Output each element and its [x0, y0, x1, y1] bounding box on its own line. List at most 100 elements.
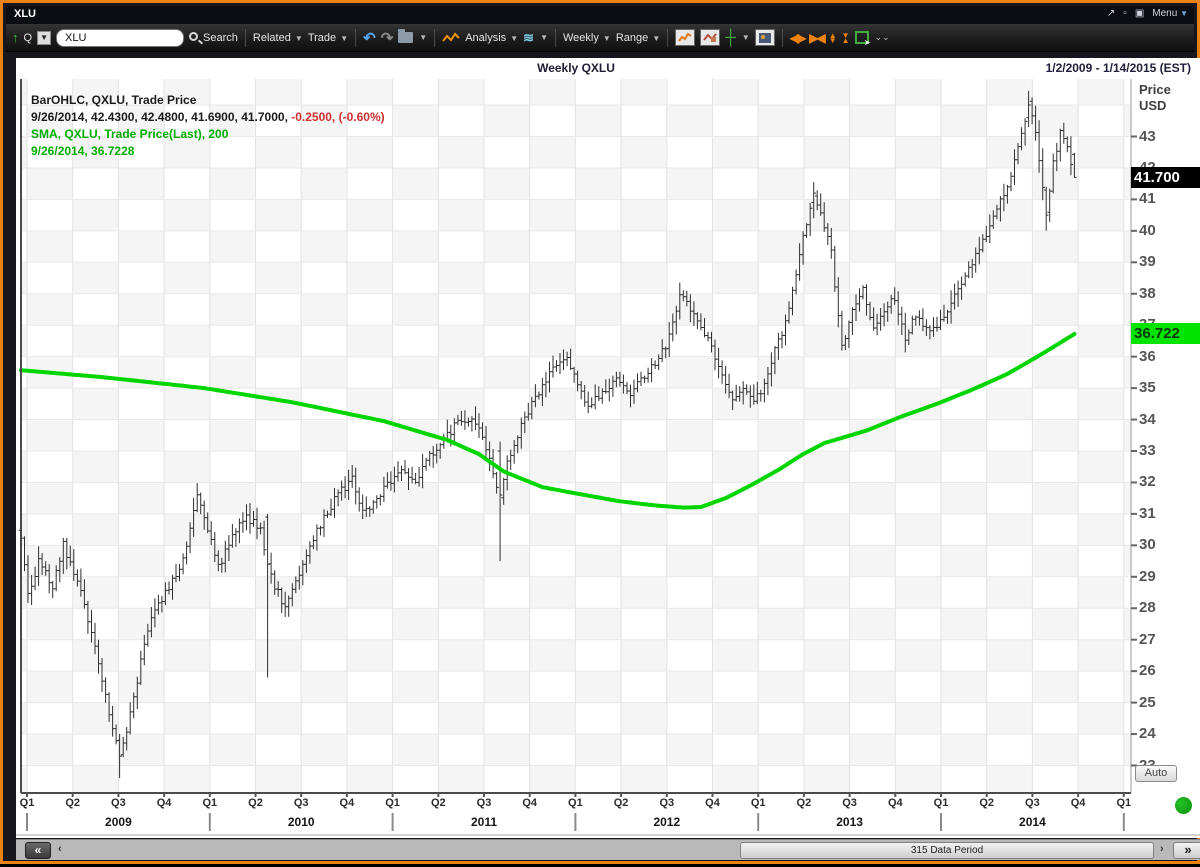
expand-horizontal-icon[interactable]: ◀▶ [789, 30, 807, 45]
year-label: 2010 [287, 815, 315, 829]
legend-sma-value: 9/26/2014, 36.7228 [31, 144, 135, 158]
price-tick-label: 28 [1139, 599, 1156, 617]
quarter-label: Q3 [476, 797, 492, 809]
analysis-menu[interactable]: Analysis ▼ [465, 31, 519, 44]
folder-icon[interactable] [398, 29, 414, 43]
analysis-zigzag-icon [442, 31, 460, 42]
quarter-label: Q3 [1025, 797, 1040, 809]
scroll-right-button[interactable]: › [1160, 843, 1164, 855]
last-price-badge: 41.700 [1131, 167, 1200, 188]
undo-icon[interactable]: ↶ [363, 29, 376, 47]
crosshair-tool[interactable]: ┼ [725, 29, 736, 46]
quarter-label: Q4 [156, 797, 172, 809]
scroll-far-right-button[interactable]: » [1173, 842, 1200, 859]
window-icon[interactable]: ▣ [1134, 8, 1145, 19]
data-scrollbar[interactable]: « ‹ 315 Data Period › » [16, 839, 1200, 860]
price-tick-label: 35 [1139, 379, 1156, 397]
period-menu[interactable]: Weekly ▼ [562, 31, 611, 44]
price-tick-label: 25 [1139, 693, 1156, 711]
quarter-label: Q1 [385, 797, 400, 809]
quarter-label: Q1 [933, 797, 949, 809]
scroll-far-left-button[interactable]: « [25, 842, 51, 859]
price-tick-label: 43 [1139, 127, 1156, 145]
chart-style-button[interactable] [675, 29, 696, 46]
price-tick-label: 26 [1139, 662, 1156, 680]
ticker-input[interactable]: XLU [55, 28, 184, 47]
price-tick-label: 34 [1139, 410, 1156, 428]
quarter-label: Q2 [430, 797, 446, 809]
crosshair-dropdown-icon[interactable]: ▼ [741, 33, 750, 42]
chevron-down-icon: ▼ [1180, 9, 1188, 18]
snapshot-button[interactable] [754, 29, 775, 46]
chart-title: Weekly QXLU [537, 61, 615, 75]
divider [554, 28, 556, 47]
quarter-label: Q4 [705, 797, 720, 809]
year-label: 2009 [105, 815, 132, 829]
auto-scale-button[interactable]: Auto [1135, 765, 1177, 782]
divider [244, 28, 246, 47]
wave-pattern-icon[interactable]: ≋ [523, 29, 535, 45]
price-tick-label: 39 [1139, 253, 1156, 271]
main-toolbar: ↑ Q ▼ XLU Search Related ▼ Trade ▼ ↶ ↷ ▼… [6, 24, 1194, 52]
price-tick-label: 38 [1139, 284, 1156, 302]
redo-icon[interactable]: ↷ [380, 29, 394, 47]
quarter-label: Q2 [979, 797, 995, 809]
quarter-label: Q2 [796, 797, 812, 809]
divider [355, 28, 357, 47]
minimize-icon[interactable]: ▫ [1123, 8, 1127, 19]
menu-button[interactable]: Menu ▼ [1152, 8, 1188, 19]
sma-value-badge: 36.722 [1131, 323, 1200, 344]
quarter-label: Q3 [659, 797, 675, 809]
folder-dropdown-icon[interactable]: ▼ [419, 33, 428, 42]
legend-change-values: -0.2500, (-0.60%) [291, 110, 385, 124]
more-tools-icon[interactable]: ⌄⌄ [874, 32, 890, 42]
zoom-select-icon[interactable] [854, 31, 871, 47]
quarter-label: Q1 [19, 797, 35, 809]
up-arrow-icon[interactable]: ↑ [12, 30, 19, 45]
divider [434, 28, 436, 47]
price-tick-label: 24 [1139, 725, 1156, 743]
scroll-left-button[interactable]: ‹ [58, 843, 62, 855]
ticker-type-dropdown[interactable]: ▼ [37, 30, 51, 45]
title-bar: XLU ↗ ▫ ▣ Menu ▼ [6, 6, 1194, 24]
quarter-label: Q4 [1070, 797, 1086, 809]
price-axis-title: Price USD [1139, 82, 1171, 113]
quarter-label: Q3 [111, 797, 126, 809]
chart-annotate-button[interactable] [700, 29, 721, 46]
quarter-label: Q1 [568, 797, 583, 809]
price-tick-label: 33 [1139, 442, 1156, 459]
q-label: Q [23, 31, 33, 44]
quarter-label: Q1 [202, 797, 218, 809]
expand-vertical-icon[interactable]: ▲ ▼ [828, 30, 837, 45]
window-title: XLU [14, 8, 36, 20]
quarter-label: Q4 [339, 797, 355, 809]
price-tick-label: 29 [1139, 567, 1156, 585]
price-tick-label: 30 [1139, 536, 1156, 554]
price-tick-label: 36 [1139, 347, 1156, 365]
search-button[interactable]: Search [188, 31, 238, 44]
quarter-label: Q4 [887, 797, 903, 809]
chart-plot-area[interactable] [3, 3, 1200, 867]
year-label: 2012 [653, 815, 681, 829]
quarter-label: Q3 [842, 797, 857, 809]
status-indicator-dot [1175, 797, 1192, 814]
quarter-label: Q2 [613, 797, 629, 809]
range-menu[interactable]: Range ▼ [615, 31, 661, 44]
related-menu[interactable]: Related ▼ [252, 31, 303, 44]
year-label: 2011 [470, 815, 498, 829]
wave-dropdown-icon[interactable]: ▼ [540, 33, 548, 42]
hourglass-icon[interactable]: ▼ ▲ [841, 30, 850, 45]
collapse-horizontal-icon[interactable]: ▶◀ [809, 30, 826, 45]
legend-bar-values: 9/26/2014, 42.4300, 42.4800, 41.6900, 41… [31, 110, 385, 124]
quarter-label: Q1 [750, 797, 766, 809]
legend-bar-series: BarOHLC, QXLU, Trade Price [31, 93, 197, 107]
price-tick-label: 40 [1139, 221, 1156, 239]
popout-icon[interactable]: ↗ [1106, 8, 1116, 19]
quarter-label: Q2 [248, 797, 263, 809]
price-tick-label: 31 [1139, 504, 1156, 522]
trade-menu[interactable]: Trade ▼ [307, 31, 349, 44]
scrollbar-thumb[interactable]: 315 Data Period [740, 842, 1154, 859]
year-label: 2013 [836, 815, 863, 829]
quarter-label: Q1 [1116, 797, 1132, 809]
